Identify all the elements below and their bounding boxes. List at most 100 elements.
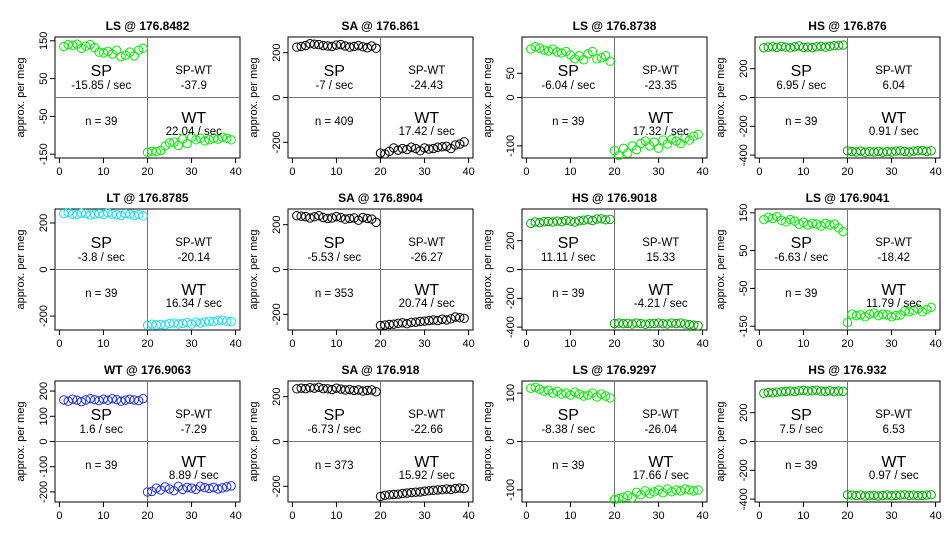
spwt-value: 6.04 [883, 80, 906, 92]
data-point [561, 215, 571, 226]
x-tick-label: 20 [608, 338, 620, 350]
data-point [358, 212, 368, 223]
sp-label: SP [791, 235, 812, 252]
x-tick-label: 0 [756, 166, 762, 178]
data-point [534, 43, 545, 53]
data-point [67, 394, 78, 404]
x-tick-label: 40 [462, 338, 474, 350]
data-point [526, 44, 536, 54]
x-tick-label: 40 [229, 166, 241, 178]
data-point [331, 383, 342, 393]
x-tick-label: 10 [330, 166, 342, 178]
x-tick-label: 30 [185, 338, 197, 350]
data-point [384, 319, 395, 330]
data-point [534, 217, 545, 228]
sp-rate: -6.63 / sec [774, 252, 828, 264]
y-tick-label: 0 [505, 266, 517, 272]
data-point [459, 483, 469, 494]
data-point [322, 213, 333, 224]
sp-rate: -15.85 / sec [71, 80, 131, 92]
data-point [618, 143, 629, 154]
wt-rate: 8.89 / sec [169, 470, 219, 482]
data-point [794, 41, 804, 51]
data-point [922, 304, 932, 315]
data-point [583, 390, 593, 400]
data-point [561, 388, 571, 398]
data-point [891, 310, 901, 321]
data-point [292, 42, 302, 52]
data-point [226, 481, 236, 491]
n-count: n = 39 [785, 288, 817, 300]
data-point [693, 129, 703, 139]
x-tick-label: 30 [885, 166, 897, 178]
y-tick-label: 0 [738, 438, 750, 444]
data-point [217, 483, 228, 493]
data-point [570, 217, 580, 227]
data-point [195, 318, 206, 328]
x-tick-label: 30 [185, 510, 197, 522]
wt-rate: 0.91 / sec [869, 126, 919, 138]
spwt-value: -23.35 [644, 80, 677, 92]
n-count: n = 39 [552, 460, 584, 472]
data-point [296, 41, 306, 52]
data-point [375, 148, 386, 158]
data-point [864, 309, 875, 319]
sp-label: SP [91, 63, 112, 80]
sp-rate: -6.04 / sec [541, 80, 595, 92]
x-tick-label: 0 [56, 338, 62, 350]
panel: LT @ 176.8785 0 10 20 30 40 200 0 -200 approx. pe… [15, 191, 242, 350]
n-count: n = 39 [552, 288, 584, 300]
x-tick-label: 20 [841, 510, 853, 522]
y-tick-label: -400 [738, 144, 750, 166]
wt-rate: 17.42 / sec [399, 126, 456, 138]
data-point [371, 387, 381, 397]
data-point [305, 213, 315, 223]
y-tick-label: -200 [271, 131, 283, 153]
wt-rate: -4.21 / sec [634, 298, 688, 310]
x-tick-label: 30 [885, 510, 897, 522]
x-tick-label: 20 [841, 166, 853, 178]
data-point [133, 209, 144, 220]
data-point [609, 494, 620, 505]
spwt-value: -37.9 [181, 80, 207, 92]
spwt-label: SP-WT [175, 65, 212, 77]
data-point [314, 211, 324, 221]
sp-label: SP [324, 235, 345, 252]
n-count: n = 373 [315, 460, 354, 472]
x-tick-label: 0 [523, 510, 529, 522]
x-tick-label: 10 [97, 510, 109, 522]
data-point [838, 386, 848, 397]
x-tick-label: 20 [374, 338, 386, 350]
data-point [926, 302, 936, 313]
data-point [133, 45, 144, 55]
sp-label: SP [791, 407, 812, 424]
y-tick-label: 100 [38, 407, 50, 425]
sp-rate: -6.73 / sec [307, 424, 361, 436]
wt-label: WT [648, 110, 673, 127]
data-point [776, 41, 787, 52]
data-point [767, 213, 778, 224]
x-tick-label: 40 [462, 166, 474, 178]
data-point [450, 140, 461, 150]
x-tick-label: 0 [289, 338, 295, 350]
data-point [415, 487, 425, 497]
data-point [173, 140, 184, 151]
x-tick-label: 10 [564, 510, 576, 522]
data-point [614, 150, 624, 161]
spwt-value: -20.14 [177, 252, 210, 264]
panel: HS @ 176.932 0 10 20 30 40 200 0 -200 -400 approx.… [715, 363, 942, 522]
data-point [917, 307, 928, 317]
data-point [98, 48, 109, 58]
data-point [309, 39, 320, 49]
y-tick-label: -150 [738, 315, 750, 337]
data-point [574, 216, 584, 226]
sp-label: SP [791, 63, 812, 80]
y-tick-label: 0 [271, 438, 283, 444]
y-axis-label: approx. per meg [248, 401, 260, 481]
wt-rate: 11.79 / sec [866, 298, 922, 310]
x-tick-label: 20 [841, 338, 853, 350]
data-point [111, 210, 122, 220]
panel-title: LS @ 176.8738 [573, 19, 657, 33]
spwt-label: SP-WT [875, 409, 912, 421]
